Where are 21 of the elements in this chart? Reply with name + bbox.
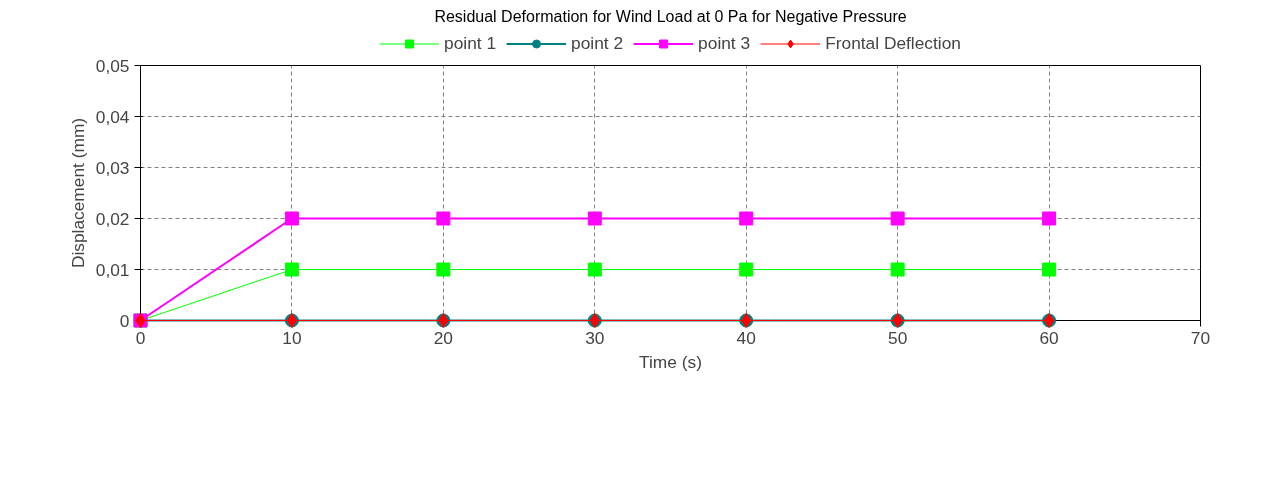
x-tick-label: 70 [1190,327,1211,348]
x-tick-label: 40 [736,327,756,348]
x-tick-label: 0 [135,327,146,348]
x-tick-label: 20 [433,327,453,348]
x-tick-label: 30 [585,327,605,348]
y-tick-label: 0,01 [95,259,130,280]
legend-label: Frontal Deflection [825,32,961,54]
y-tick-label: 0,03 [95,157,130,178]
chart-title: Residual Deformation for Wind Load at 0 Pa for Negative Pressure [434,7,907,25]
y-tick-label: 0,05 [95,55,130,76]
x-axis-title: Time (s) [639,351,702,372]
y-tick-label: 0,04 [95,106,130,127]
legend-label: point 1 [444,32,497,54]
x-tick-label: 60 [1039,327,1059,348]
y-tick-label: 0,02 [95,208,130,229]
legend-label: point 3 [698,32,751,54]
y-axis-title: Displacement (mm) [67,117,88,269]
y-tick-label: 0 [119,310,130,331]
legend-label: point 2 [571,32,624,54]
x-tick-label: 10 [282,327,302,348]
x-tick-label: 50 [888,327,908,348]
